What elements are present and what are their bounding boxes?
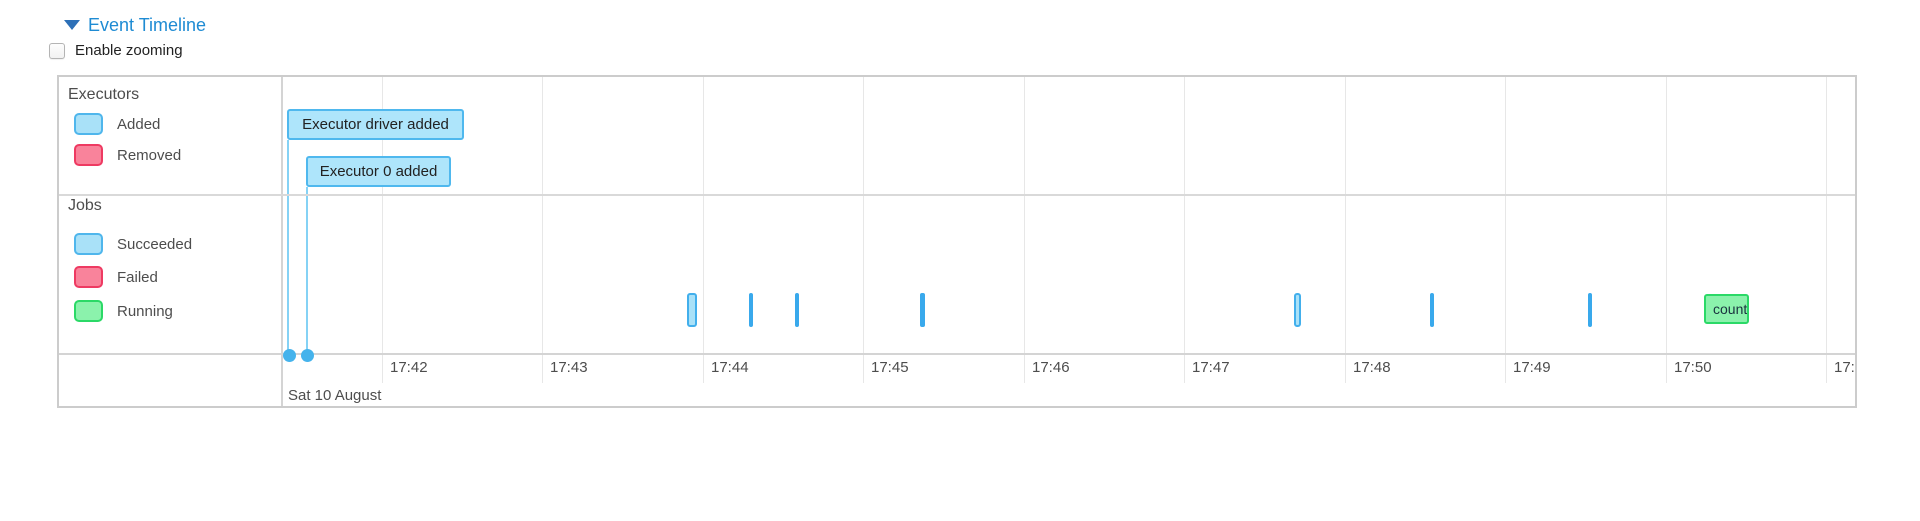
removed-swatch-icon xyxy=(74,144,103,166)
axis-tick-label: 17:49 xyxy=(1513,359,1551,376)
axis-tick-label: 17:48 xyxy=(1353,359,1391,376)
legend-item-added: Added xyxy=(74,113,160,135)
item-label: Executor driver added xyxy=(302,116,449,133)
timeline-item-job-running-count[interactable]: count xyxy=(1704,294,1749,324)
item-label: Executor 0 added xyxy=(319,163,438,180)
gridline xyxy=(1184,77,1185,383)
group-label-jobs: Jobs xyxy=(68,197,102,214)
failed-swatch-icon xyxy=(74,266,103,288)
gridline xyxy=(542,77,543,383)
executor-item-stem xyxy=(306,187,308,352)
axis-tick-label-clipped: 17:5 xyxy=(1834,359,1856,376)
timeline-item-executor-0-added[interactable]: Executor 0 added xyxy=(306,156,451,187)
gridline xyxy=(703,77,704,383)
enable-zooming-checkbox[interactable] xyxy=(49,42,65,59)
axis-tick-label: 17:46 xyxy=(1032,359,1070,376)
triangle-down-icon xyxy=(64,20,80,30)
legend-label: Succeeded xyxy=(117,235,193,253)
legend-item-removed: Removed xyxy=(74,144,181,166)
group-divider xyxy=(57,194,1857,196)
timeline-item-executor-driver-added[interactable]: Executor driver added xyxy=(287,109,464,140)
item-label: count xyxy=(1713,301,1748,317)
timeline-canvas[interactable] xyxy=(283,77,1855,353)
axis-date-label: Sat 10 August xyxy=(288,387,382,404)
axis-tick-label: 17:47 xyxy=(1192,359,1230,376)
axis-tick-label: 17:50 xyxy=(1674,359,1712,376)
legend-label: Failed xyxy=(117,268,158,286)
legend-separator xyxy=(281,75,283,408)
section-title: Event Timeline xyxy=(88,15,207,35)
legend-item-failed: Failed xyxy=(74,266,158,288)
timeline-item-job-succeeded[interactable] xyxy=(795,293,799,327)
legend-item-running: Running xyxy=(74,300,173,322)
legend-label: Removed xyxy=(117,146,182,164)
executor-item-dot xyxy=(283,349,296,362)
gridline xyxy=(1826,77,1827,383)
executor-item-dot xyxy=(301,349,314,362)
axis-tick-label: 17:42 xyxy=(390,359,428,376)
legend-label: Added xyxy=(117,115,161,133)
gridline xyxy=(382,77,383,383)
timeline-item-job-succeeded[interactable] xyxy=(1430,293,1434,327)
group-label-executors: Executors xyxy=(68,86,140,103)
legend-item-succeeded: Succeeded xyxy=(74,233,192,255)
gridline xyxy=(1024,77,1025,383)
enable-zooming-row: Enable zooming xyxy=(49,42,183,59)
running-swatch-icon xyxy=(74,300,103,322)
gridline xyxy=(1345,77,1346,383)
axis-tick-label: 17:45 xyxy=(871,359,909,376)
axis-line xyxy=(57,353,1857,355)
gridline xyxy=(1505,77,1506,383)
timeline-item-job-succeeded[interactable] xyxy=(687,293,697,327)
executor-item-stem xyxy=(287,140,289,352)
gridline xyxy=(1666,77,1667,383)
gridline xyxy=(863,77,864,383)
timeline-item-job-succeeded[interactable] xyxy=(749,293,753,327)
legend-label: Running xyxy=(117,302,173,320)
enable-zooming-label[interactable]: Enable zooming xyxy=(75,42,183,59)
succeeded-swatch-icon xyxy=(74,233,103,255)
timeline-item-job-succeeded[interactable] xyxy=(920,293,925,327)
timeline-item-job-succeeded[interactable] xyxy=(1588,293,1592,327)
axis-tick-label: 17:43 xyxy=(550,359,588,376)
axis-tick-label: 17:44 xyxy=(711,359,749,376)
event-timeline-collapse-link[interactable]: Event Timeline xyxy=(64,14,206,36)
added-swatch-icon xyxy=(74,113,103,135)
timeline-item-job-succeeded[interactable] xyxy=(1294,293,1301,327)
